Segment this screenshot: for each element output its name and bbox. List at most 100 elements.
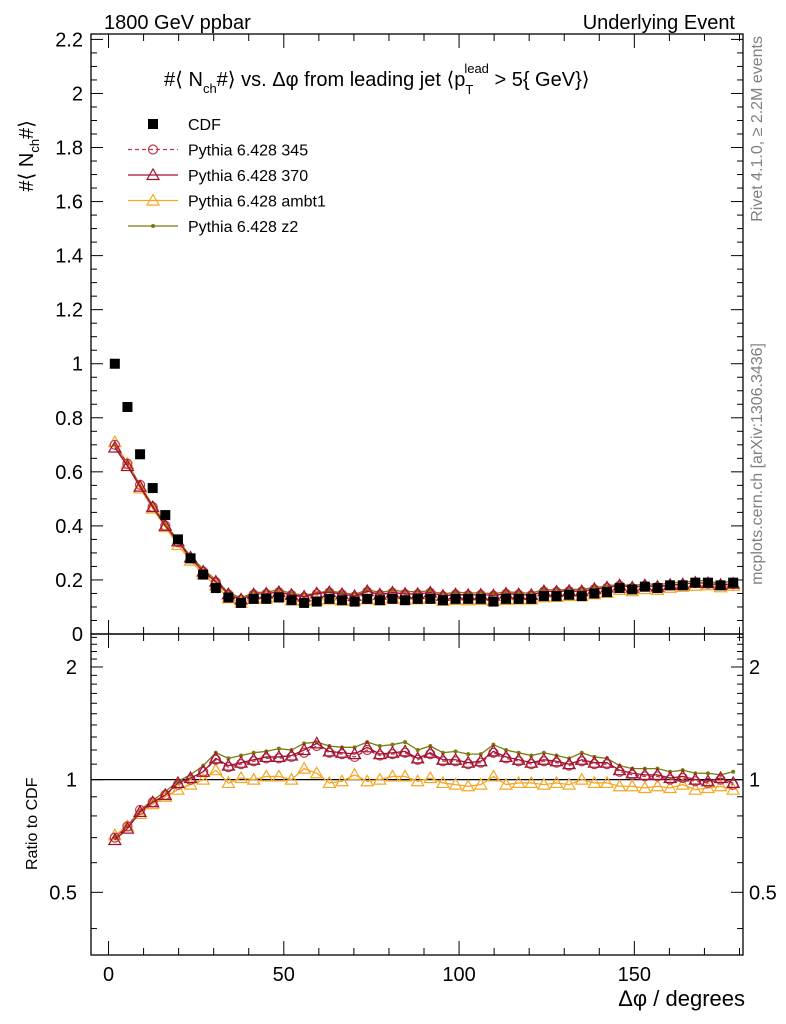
main-y-tick-label: 1.6: [55, 192, 83, 214]
ratio-point-pythia-6-428-ambt1: [221, 775, 236, 789]
data-point-cdf: [589, 588, 600, 599]
data-point-cdf: [374, 595, 385, 606]
main-y-tick-label: 2.2: [55, 29, 83, 51]
data-point-cdf: [526, 593, 537, 604]
ratio-point-pythia-6-428-ambt1: [700, 780, 715, 794]
ratio-y-tick-label-right: 2: [749, 657, 760, 679]
ratio-point-pythia-6-428-370: [208, 751, 223, 764]
data-point-cdf: [387, 593, 398, 604]
ratio-point-pythia-6-428-370: [435, 752, 450, 765]
ratio-point-pythia-6-428-370: [650, 767, 665, 780]
ratio-point-pythia-6-428-z2: [415, 748, 420, 753]
data-point-cdf: [715, 580, 726, 591]
main-y-axis-label: #⟨ Nch#⟩: [16, 120, 42, 192]
ratio-point-pythia-6-428-370: [120, 821, 135, 834]
legend-marker-pythia-6-428-ambt1: [145, 193, 161, 206]
main-y-tick-label: 0.4: [55, 516, 83, 538]
ratio-point-pythia-6-428-370: [511, 752, 526, 765]
ratio-point-pythia-6-428-370: [385, 745, 400, 758]
data-point-cdf: [324, 593, 335, 604]
data-point-cdf: [564, 589, 575, 600]
data-point-cdf: [109, 358, 120, 369]
ratio-x-tick-label: 100: [442, 964, 475, 986]
ratio-line-pythia-6-428-ambt1: [114, 767, 734, 836]
legend-label-pythia-6-428-z2: Pythia 6.428 z2: [188, 219, 298, 236]
legend-marker-pythia-6-428-345: [147, 144, 159, 155]
ratio-point-pythia-6-428-370: [574, 752, 589, 765]
legend-marker-pythia-6-428-370: [145, 167, 161, 181]
ratio-point-pythia-6-428-ambt1: [713, 779, 728, 792]
ratio-point-pythia-6-428-ambt1: [625, 779, 640, 792]
data-point-cdf: [501, 593, 512, 604]
ratio-point-pythia-6-428-370: [536, 752, 551, 765]
ratio-point-pythia-6-428-ambt1: [398, 769, 413, 782]
ratio-point-pythia-6-428-370: [170, 775, 185, 789]
data-point-pythia-6-428-z2: [504, 589, 509, 594]
main-series-group: [107, 358, 741, 608]
ratio-point-pythia-6-428-ambt1: [675, 777, 690, 790]
ratio-point-pythia-6-428-370: [612, 762, 627, 776]
ratio-point-pythia-6-428-ambt1: [196, 772, 211, 785]
ratio-x-tick-label: 150: [618, 964, 651, 986]
ratio-y-tick-label: 1: [66, 770, 77, 792]
ratio-point-pythia-6-428-ambt1: [599, 775, 615, 789]
header-left-text: 1800 GeV ppbar: [104, 12, 251, 34]
ratio-point-pythia-6-428-ambt1: [448, 777, 463, 790]
data-point-cdf: [311, 596, 322, 607]
data-point-cdf: [614, 583, 625, 594]
ratio-point-pythia-6-428-ambt1: [650, 779, 665, 792]
main-y-tick-label: 2: [72, 83, 83, 105]
data-point-pythia-6-428-370: [107, 440, 122, 453]
ratio-y-axis-label: Ratio to CDF: [24, 777, 41, 870]
ratio-point-pythia-6-428-370: [423, 745, 438, 758]
data-point-cdf: [362, 593, 373, 604]
ratio-point-pythia-6-428-ambt1: [410, 774, 425, 787]
ratio-point-pythia-6-428-ambt1: [562, 777, 577, 790]
data-point-pythia-6-428-z2: [428, 588, 433, 593]
ratio-point-pythia-6-428-370: [334, 745, 350, 758]
data-point-cdf: [425, 593, 436, 604]
ratio-point-pythia-6-428-ambt1: [372, 772, 387, 785]
data-point-cdf: [160, 510, 171, 521]
ratio-point-pythia-6-428-z2: [276, 746, 281, 751]
ratio-point-pythia-6-428-z2: [403, 740, 408, 745]
ratio-point-pythia-6-428-ambt1: [259, 769, 274, 782]
ratio-point-pythia-6-428-ambt1: [170, 782, 185, 795]
ratio-point-pythia-6-428-370: [625, 766, 640, 779]
ratio-point-pythia-6-428-ambt1: [486, 769, 501, 782]
data-point-pythia-6-428-z2: [377, 590, 382, 595]
x-axis-label: Δφ / degrees: [618, 986, 745, 1011]
ratio-point-pythia-6-428-370: [271, 749, 286, 763]
ratio-point-pythia-6-428-370: [158, 787, 173, 801]
ratio-point-pythia-6-428-ambt1: [574, 772, 589, 785]
ratio-y-tick-label-right: 0.5: [749, 882, 777, 904]
ratio-point-pythia-6-428-ambt1: [612, 779, 627, 792]
ratio-point-pythia-6-428-370: [486, 744, 501, 757]
data-point-cdf: [639, 581, 650, 592]
data-point-cdf: [286, 595, 297, 606]
ratio-point-pythia-6-428-ambt1: [360, 774, 375, 787]
ratio-point-pythia-6-428-370: [133, 804, 148, 818]
ratio-point-pythia-6-428-370: [309, 736, 324, 749]
ratio-point-pythia-6-428-ambt1: [511, 775, 526, 789]
ratio-point-pythia-6-428-370: [663, 770, 678, 784]
ratio-point-pythia-6-428-ambt1: [726, 782, 741, 795]
ratio-point-pythia-6-428-370: [233, 755, 249, 768]
mcplots-text: mcplots.cern.ch [arXiv:1306.3436]: [749, 343, 766, 585]
ratio-point-pythia-6-428-370: [221, 758, 236, 771]
ratio-point-pythia-6-428-370: [448, 752, 463, 765]
ratio-point-pythia-6-428-370: [259, 749, 274, 763]
data-point-cdf: [198, 569, 209, 580]
data-point-cdf: [488, 596, 499, 607]
ratio-point-pythia-6-428-ambt1: [549, 775, 564, 789]
ratio-point-pythia-6-428-370: [284, 748, 299, 761]
ratio-point-pythia-6-428-370: [549, 754, 564, 767]
ratio-point-pythia-6-428-ambt1: [435, 775, 450, 789]
header-right-text: Underlying Event: [583, 12, 736, 34]
data-point-cdf: [172, 534, 183, 545]
ratio-x-tick-label: 50: [273, 964, 295, 986]
ratio-point-pythia-6-428-z2: [390, 742, 395, 747]
main-x-axis-ticks: [108, 34, 740, 634]
ratio-y-tick-label: 0.5: [49, 882, 77, 904]
ratio-point-pythia-6-428-370: [726, 775, 741, 789]
